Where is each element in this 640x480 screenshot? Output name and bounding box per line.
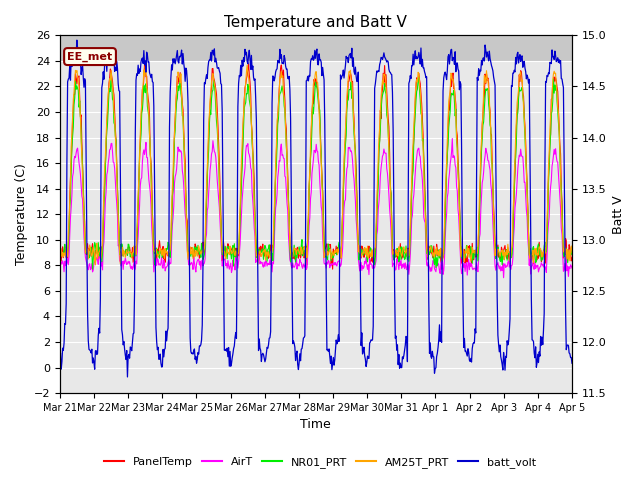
- NR01_PRT: [56, 245, 63, 251]
- batt_volt: [65, 75, 73, 81]
- PanelTemp: [380, 71, 387, 76]
- AM25T_PRT: [198, 250, 205, 255]
- AM25T_PRT: [171, 132, 179, 138]
- PanelTemp: [244, 61, 252, 67]
- AM25T_PRT: [380, 81, 387, 87]
- AirT: [500, 275, 508, 281]
- batt_volt: [394, 362, 402, 368]
- NR01_PRT: [380, 90, 387, 96]
- AirT: [118, 260, 125, 266]
- NR01_PRT: [394, 247, 402, 253]
- Y-axis label: Batt V: Batt V: [612, 195, 625, 234]
- AM25T_PRT: [568, 250, 576, 256]
- PanelTemp: [170, 158, 177, 164]
- PanelTemp: [394, 250, 402, 255]
- AirT: [393, 256, 401, 262]
- batt_volt: [118, 332, 126, 337]
- AM25T_PRT: [394, 253, 402, 259]
- NR01_PRT: [65, 228, 73, 233]
- Line: AirT: AirT: [60, 139, 572, 278]
- PanelTemp: [568, 255, 576, 261]
- batt_volt: [73, 37, 81, 43]
- Text: EE_met: EE_met: [67, 51, 113, 62]
- AM25T_PRT: [65, 218, 73, 224]
- batt_volt: [568, 360, 576, 366]
- Line: AM25T_PRT: AM25T_PRT: [60, 65, 572, 265]
- PanelTemp: [329, 266, 337, 272]
- AirT: [56, 257, 63, 263]
- PanelTemp: [56, 258, 63, 264]
- Line: NR01_PRT: NR01_PRT: [60, 74, 572, 269]
- Legend: PanelTemp, AirT, NR01_PRT, AM25T_PRT, batt_volt: PanelTemp, AirT, NR01_PRT, AM25T_PRT, ba…: [100, 452, 540, 472]
- Line: batt_volt: batt_volt: [60, 40, 572, 377]
- AirT: [568, 265, 576, 271]
- batt_volt: [380, 54, 387, 60]
- AirT: [378, 159, 386, 165]
- NR01_PRT: [89, 266, 97, 272]
- X-axis label: Time: Time: [301, 419, 332, 432]
- AirT: [197, 266, 205, 272]
- AM25T_PRT: [56, 254, 63, 260]
- NR01_PRT: [172, 128, 179, 133]
- Bar: [60, 36, 572, 61]
- batt_volt: [198, 322, 206, 328]
- NR01_PRT: [198, 248, 206, 253]
- AirT: [170, 204, 177, 209]
- AM25T_PRT: [243, 62, 251, 68]
- Y-axis label: Temperature (C): Temperature (C): [15, 163, 28, 265]
- AirT: [449, 136, 456, 142]
- batt_volt: [172, 61, 179, 67]
- PanelTemp: [65, 228, 73, 234]
- PanelTemp: [197, 248, 205, 254]
- AM25T_PRT: [92, 262, 99, 268]
- batt_volt: [124, 374, 131, 380]
- NR01_PRT: [568, 244, 576, 250]
- NR01_PRT: [108, 71, 115, 77]
- NR01_PRT: [119, 253, 127, 259]
- Title: Temperature and Batt V: Temperature and Batt V: [225, 15, 407, 30]
- AM25T_PRT: [118, 244, 126, 250]
- batt_volt: [56, 356, 63, 362]
- AirT: [65, 253, 73, 259]
- Line: PanelTemp: PanelTemp: [60, 64, 572, 269]
- PanelTemp: [118, 253, 125, 259]
